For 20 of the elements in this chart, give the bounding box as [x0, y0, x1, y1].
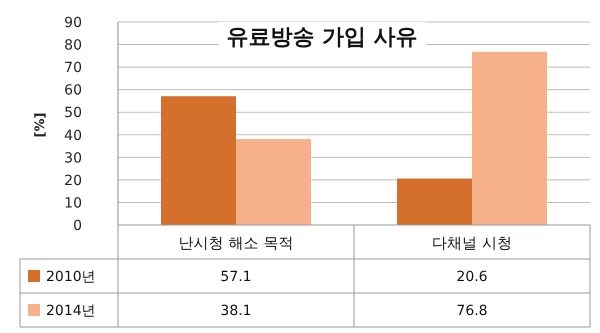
x-tick-label: 난시청 해소 목적: [178, 234, 294, 252]
y-tick-label: 30: [64, 150, 82, 166]
y-tick-label: 60: [64, 82, 82, 99]
y-tick-label: 10: [64, 195, 82, 212]
legend-label: 2010년: [46, 269, 96, 285]
chart-title: 유료방송 가입 사유: [226, 25, 418, 50]
legend-label: 2014년: [46, 303, 96, 319]
data-label: 76.8: [456, 303, 488, 319]
y-tick-label: 80: [64, 38, 82, 54]
y-tick-label: 50: [64, 105, 82, 122]
y-tick-label: 40: [64, 128, 82, 144]
data-label: 57.1: [220, 269, 252, 285]
y-tick-label: 90: [64, 15, 82, 31]
y-tick-label: 0: [73, 218, 82, 234]
x-tick-label: 다채널 시청: [432, 234, 512, 252]
data-label: 20.6: [456, 269, 488, 285]
y-axis-title: [%]: [33, 112, 48, 138]
y-tick-label: 70: [64, 60, 82, 76]
data-label: 38.1: [220, 303, 252, 319]
y-tick-label: 20: [64, 172, 82, 189]
